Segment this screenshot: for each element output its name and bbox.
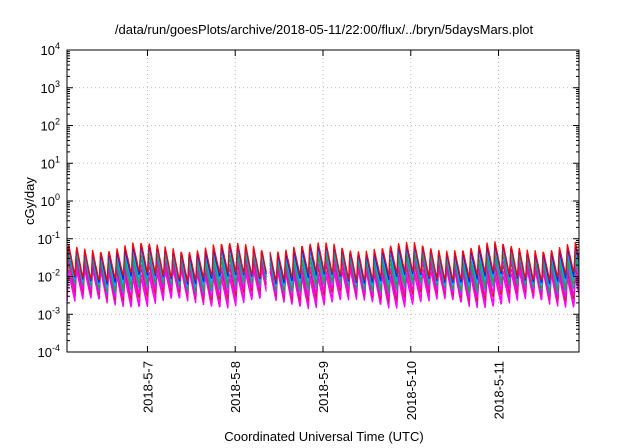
y-tick-label: 10-1: [38, 230, 60, 247]
x-tick-label: 2018-5-11: [492, 361, 507, 419]
series-line: [66, 241, 580, 283]
x-tick-label: 2018-5-10: [404, 361, 419, 420]
y-tick-label: 101: [41, 154, 60, 171]
x-tick-label: 2018-5-8: [228, 361, 243, 413]
y-tick-label: 10-2: [38, 268, 60, 285]
y-tick-label: 10-4: [38, 343, 60, 360]
grid: [67, 49, 579, 353]
x-axis: 2018-5-7 2018-5-8 2018-5-9 2018-5-10 2018-5-…: [140, 50, 507, 420]
x-tick-label: 2018-5-7: [140, 361, 155, 413]
y-axis-label: cGy/day: [22, 177, 37, 225]
y-tick-label: 10-3: [38, 305, 60, 322]
x-tick-label: 2018-5-9: [316, 361, 331, 413]
y-tick-label: 103: [41, 79, 60, 96]
x-axis-label: Coordinated Universal Time (UTC): [224, 429, 423, 444]
y-axis: 104 103 102 101 100 10-1 10-2 10-3 10-4: [38, 41, 579, 360]
chart-title: /data/run/goesPlots/archive/2018-05-11/2…: [115, 22, 534, 37]
y-tick-label: 104: [41, 41, 60, 58]
series-layer: [66, 241, 580, 310]
y-tick-label: 102: [41, 117, 60, 134]
y-tick-label: 100: [41, 192, 60, 209]
